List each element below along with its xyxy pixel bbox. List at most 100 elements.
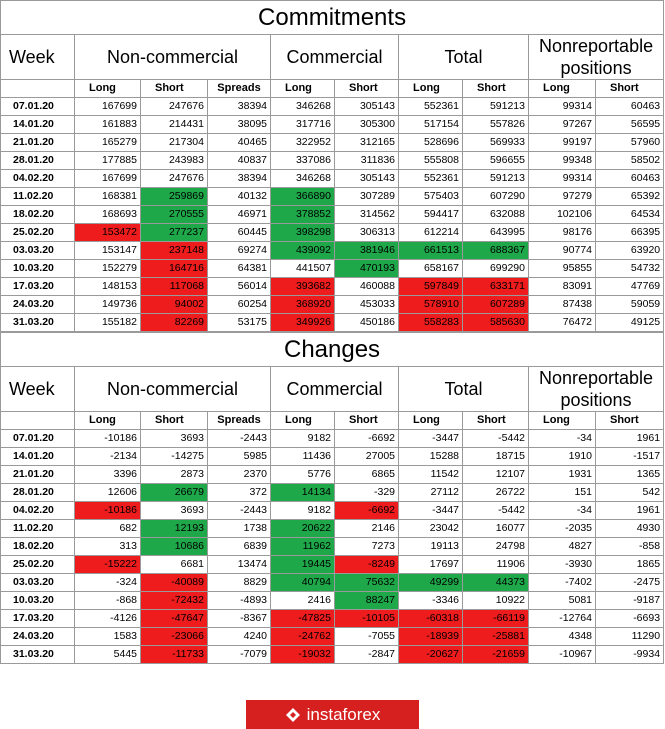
value-cell: 4240 xyxy=(207,627,271,646)
value-cell: 57960 xyxy=(594,133,665,152)
table-row: 31.03.20 5445 -11733 -7079 -19032 -2847 -20627… xyxy=(0,645,665,664)
value-cell: 607290 xyxy=(462,187,529,206)
subheader-long: Long xyxy=(398,79,463,98)
value-cell: -19032 xyxy=(270,645,335,664)
table-row: 07.01.20 167699 247676 38394 346268 305143 552… xyxy=(0,97,665,116)
week-date: 04.02.20 xyxy=(0,501,75,520)
subheader-short: Short xyxy=(140,411,208,430)
value-cell: 4930 xyxy=(594,519,665,538)
table-row: 11.02.20 168381 259869 40132 366890 307289 575… xyxy=(0,187,665,206)
week-header: Week xyxy=(0,366,75,412)
value-cell: 60463 xyxy=(594,97,665,116)
value-cell: -21659 xyxy=(462,645,529,664)
value-cell: -868 xyxy=(74,591,141,610)
value-cell: -14275 xyxy=(140,447,208,466)
value-cell: -34 xyxy=(528,429,596,448)
value-cell: 317716 xyxy=(270,115,335,134)
value-cell: 46971 xyxy=(207,205,271,224)
value-cell: 64381 xyxy=(207,259,271,278)
table-row: 04.02.20 -10186 3693 -2443 9182 -6692 -3447 -54… xyxy=(0,501,665,520)
subheader-long: Long xyxy=(270,79,335,98)
value-cell: 305300 xyxy=(334,115,399,134)
subheader-short: Short xyxy=(594,79,665,98)
value-cell: 59059 xyxy=(594,295,665,314)
value-cell: -23066 xyxy=(140,627,208,646)
table-row: 28.01.20 177885 243983 40837 337086 311836 555… xyxy=(0,151,665,170)
table-row: 25.02.20 153472 277237 60445 398298 306313 612… xyxy=(0,223,665,242)
table-row: 31.03.20 155182 82269 53175 349926 450186 5582… xyxy=(0,313,665,332)
table-row: 24.03.20 149736 94002 60254 368920 453033 5789… xyxy=(0,295,665,314)
week-date: 11.02.20 xyxy=(0,519,75,538)
value-cell: 40465 xyxy=(207,133,271,152)
value-cell: 11542 xyxy=(398,465,463,484)
value-cell: 460088 xyxy=(334,277,399,296)
value-cell: -20627 xyxy=(398,645,463,664)
value-cell: -10967 xyxy=(528,645,596,664)
value-cell: -7055 xyxy=(334,627,399,646)
table-row: 03.03.20 -324 -40089 8829 40794 75632 49299 443… xyxy=(0,573,665,592)
value-cell: -7079 xyxy=(207,645,271,664)
table-row: 17.03.20 148153 117068 56014 393682 460088 597… xyxy=(0,277,665,296)
value-cell: -6693 xyxy=(594,609,665,628)
value-cell: 94002 xyxy=(140,295,208,314)
value-cell: -3346 xyxy=(398,591,463,610)
value-cell: 552361 xyxy=(398,97,463,116)
value-cell: 557826 xyxy=(462,115,529,134)
value-cell: 349926 xyxy=(270,313,335,332)
value-cell: 2370 xyxy=(207,465,271,484)
value-cell: 7273 xyxy=(334,537,399,556)
value-cell: -8367 xyxy=(207,609,271,628)
value-cell: 5081 xyxy=(528,591,596,610)
value-cell: 40837 xyxy=(207,151,271,170)
value-cell: 58502 xyxy=(594,151,665,170)
value-cell: -3930 xyxy=(528,555,596,574)
value-cell: 97279 xyxy=(528,187,596,206)
week-date: 07.01.20 xyxy=(0,97,75,116)
value-cell: 517154 xyxy=(398,115,463,134)
table-row: 21.01.20 165279 217304 40465 322952 312165 528… xyxy=(0,133,665,152)
value-cell: -1517 xyxy=(594,447,665,466)
group-header-total: Total xyxy=(398,34,529,80)
value-cell: 23042 xyxy=(398,519,463,538)
subheader-spreads: Spreads xyxy=(207,411,271,430)
value-cell: 441507 xyxy=(270,259,335,278)
value-cell: 439092 xyxy=(270,241,335,260)
value-cell: 75632 xyxy=(334,573,399,592)
changes-table: Changes Week Non-commercial Commercial T… xyxy=(0,332,665,664)
value-cell: 99314 xyxy=(528,97,596,116)
value-cell: 5776 xyxy=(270,465,335,484)
value-cell: -10186 xyxy=(74,501,141,520)
table-row: 18.02.20 313 10686 6839 11962 7273 19113 24798 4… xyxy=(0,537,665,556)
value-cell: 398298 xyxy=(270,223,335,242)
value-cell: -18939 xyxy=(398,627,463,646)
value-cell: 337086 xyxy=(270,151,335,170)
value-cell: 450186 xyxy=(334,313,399,332)
value-cell: 2146 xyxy=(334,519,399,538)
value-cell: 60463 xyxy=(594,169,665,188)
week-date: 17.03.20 xyxy=(0,609,75,628)
commitments-title: Commitments xyxy=(0,0,665,35)
subheader-long: Long xyxy=(528,79,596,98)
value-cell: 44373 xyxy=(462,573,529,592)
value-cell: -5442 xyxy=(462,429,529,448)
value-cell: 53175 xyxy=(207,313,271,332)
value-cell: 168693 xyxy=(74,205,141,224)
value-cell: -15222 xyxy=(74,555,141,574)
value-cell: 3693 xyxy=(140,429,208,448)
value-cell: 607289 xyxy=(462,295,529,314)
value-cell: 214431 xyxy=(140,115,208,134)
value-cell: 97267 xyxy=(528,115,596,134)
value-cell: -2443 xyxy=(207,429,271,448)
value-cell: -6692 xyxy=(334,501,399,520)
value-cell: 378852 xyxy=(270,205,335,224)
subheader-short: Short xyxy=(594,411,665,430)
value-cell: -10105 xyxy=(334,609,399,628)
value-cell: 12606 xyxy=(74,483,141,502)
value-cell: -8249 xyxy=(334,555,399,574)
value-cell: -11733 xyxy=(140,645,208,664)
group-header-nonreportable: Nonreportable positions xyxy=(527,366,665,412)
value-cell: 569933 xyxy=(462,133,529,152)
value-cell: 237148 xyxy=(140,241,208,260)
value-cell: 54732 xyxy=(594,259,665,278)
week-date: 11.02.20 xyxy=(0,187,75,206)
